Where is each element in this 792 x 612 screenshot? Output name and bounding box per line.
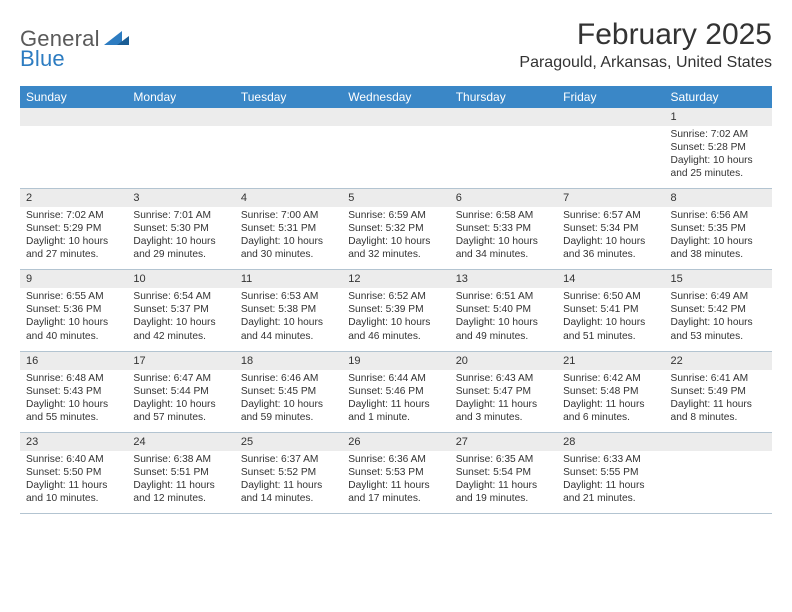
day-detail-cell: Sunrise: 6:46 AMSunset: 5:45 PMDaylight:… (235, 370, 342, 433)
weekday-header: Thursday (450, 86, 557, 108)
day-detail-cell: Sunrise: 6:50 AMSunset: 5:41 PMDaylight:… (557, 288, 664, 351)
calendar-body: 1Sunrise: 7:02 AMSunset: 5:28 PMDaylight… (20, 108, 772, 513)
day-detail-cell: Sunrise: 6:52 AMSunset: 5:39 PMDaylight:… (342, 288, 449, 351)
day-detail-cell (450, 126, 557, 189)
day-number-cell: 2 (20, 189, 127, 208)
day-number-cell (127, 108, 234, 126)
day-detail-cell: Sunrise: 7:00 AMSunset: 5:31 PMDaylight:… (235, 207, 342, 270)
day-number-cell: 17 (127, 351, 234, 370)
day-number-cell: 16 (20, 351, 127, 370)
weekday-header: Tuesday (235, 86, 342, 108)
day-detail-cell: Sunrise: 6:35 AMSunset: 5:54 PMDaylight:… (450, 451, 557, 514)
day-number-cell: 10 (127, 270, 234, 289)
day-number-cell: 20 (450, 351, 557, 370)
day-number-cell: 8 (665, 189, 772, 208)
detail-row: Sunrise: 6:48 AMSunset: 5:43 PMDaylight:… (20, 370, 772, 433)
day-detail-cell (342, 126, 449, 189)
day-detail-cell: Sunrise: 6:58 AMSunset: 5:33 PMDaylight:… (450, 207, 557, 270)
day-detail-cell: Sunrise: 7:02 AMSunset: 5:29 PMDaylight:… (20, 207, 127, 270)
brand-mark-icon (104, 27, 130, 52)
day-detail-cell: Sunrise: 7:01 AMSunset: 5:30 PMDaylight:… (127, 207, 234, 270)
day-number-cell: 11 (235, 270, 342, 289)
day-number-cell: 6 (450, 189, 557, 208)
day-detail-cell: Sunrise: 6:38 AMSunset: 5:51 PMDaylight:… (127, 451, 234, 514)
day-detail-cell: Sunrise: 6:59 AMSunset: 5:32 PMDaylight:… (342, 207, 449, 270)
day-detail-cell: Sunrise: 6:55 AMSunset: 5:36 PMDaylight:… (20, 288, 127, 351)
month-title: February 2025 (519, 18, 772, 52)
day-number-cell: 14 (557, 270, 664, 289)
day-number-cell: 9 (20, 270, 127, 289)
day-detail-cell (127, 126, 234, 189)
day-number-cell: 19 (342, 351, 449, 370)
daynum-row: 1 (20, 108, 772, 126)
day-number-cell: 7 (557, 189, 664, 208)
title-block: February 2025 Paragould, Arkansas, Unite… (519, 18, 772, 72)
location-subtitle: Paragould, Arkansas, United States (519, 54, 772, 72)
day-number-cell (450, 108, 557, 126)
day-number-cell: 5 (342, 189, 449, 208)
day-number-cell: 28 (557, 432, 664, 451)
day-detail-cell: Sunrise: 6:36 AMSunset: 5:53 PMDaylight:… (342, 451, 449, 514)
weekday-header: Sunday (20, 86, 127, 108)
day-detail-cell (557, 126, 664, 189)
day-number-cell: 12 (342, 270, 449, 289)
day-detail-cell: Sunrise: 6:49 AMSunset: 5:42 PMDaylight:… (665, 288, 772, 351)
day-detail-cell: Sunrise: 6:42 AMSunset: 5:48 PMDaylight:… (557, 370, 664, 433)
day-number-cell (665, 432, 772, 451)
day-detail-cell: Sunrise: 7:02 AMSunset: 5:28 PMDaylight:… (665, 126, 772, 189)
day-number-cell: 24 (127, 432, 234, 451)
day-number-cell: 26 (342, 432, 449, 451)
brand-text-blue-wrap: Blue (20, 46, 65, 72)
day-detail-cell: Sunrise: 6:33 AMSunset: 5:55 PMDaylight:… (557, 451, 664, 514)
day-number-cell: 1 (665, 108, 772, 126)
day-detail-cell: Sunrise: 6:44 AMSunset: 5:46 PMDaylight:… (342, 370, 449, 433)
daynum-row: 16171819202122 (20, 351, 772, 370)
day-number-cell (20, 108, 127, 126)
brand-text-blue: Blue (20, 46, 65, 71)
weekday-header: Saturday (665, 86, 772, 108)
weekday-header: Monday (127, 86, 234, 108)
day-number-cell: 27 (450, 432, 557, 451)
day-number-cell: 18 (235, 351, 342, 370)
detail-row: Sunrise: 6:55 AMSunset: 5:36 PMDaylight:… (20, 288, 772, 351)
detail-row: Sunrise: 7:02 AMSunset: 5:28 PMDaylight:… (20, 126, 772, 189)
detail-row: Sunrise: 7:02 AMSunset: 5:29 PMDaylight:… (20, 207, 772, 270)
day-number-cell: 13 (450, 270, 557, 289)
day-detail-cell: Sunrise: 6:37 AMSunset: 5:52 PMDaylight:… (235, 451, 342, 514)
day-number-cell: 25 (235, 432, 342, 451)
calendar-table: Sunday Monday Tuesday Wednesday Thursday… (20, 86, 772, 514)
day-number-cell: 4 (235, 189, 342, 208)
day-detail-cell: Sunrise: 6:53 AMSunset: 5:38 PMDaylight:… (235, 288, 342, 351)
day-detail-cell: Sunrise: 6:54 AMSunset: 5:37 PMDaylight:… (127, 288, 234, 351)
day-number-cell: 15 (665, 270, 772, 289)
day-detail-cell: Sunrise: 6:51 AMSunset: 5:40 PMDaylight:… (450, 288, 557, 351)
day-number-cell: 3 (127, 189, 234, 208)
daynum-row: 2345678 (20, 189, 772, 208)
day-detail-cell: Sunrise: 6:57 AMSunset: 5:34 PMDaylight:… (557, 207, 664, 270)
day-number-cell: 21 (557, 351, 664, 370)
weekday-header: Friday (557, 86, 664, 108)
day-number-cell: 22 (665, 351, 772, 370)
weekday-header-row: Sunday Monday Tuesday Wednesday Thursday… (20, 86, 772, 108)
day-number-cell (557, 108, 664, 126)
day-detail-cell: Sunrise: 6:40 AMSunset: 5:50 PMDaylight:… (20, 451, 127, 514)
day-detail-cell (20, 126, 127, 189)
day-detail-cell: Sunrise: 6:43 AMSunset: 5:47 PMDaylight:… (450, 370, 557, 433)
day-detail-cell (235, 126, 342, 189)
day-detail-cell: Sunrise: 6:47 AMSunset: 5:44 PMDaylight:… (127, 370, 234, 433)
day-detail-cell: Sunrise: 6:56 AMSunset: 5:35 PMDaylight:… (665, 207, 772, 270)
day-number-cell (342, 108, 449, 126)
day-detail-cell: Sunrise: 6:48 AMSunset: 5:43 PMDaylight:… (20, 370, 127, 433)
day-detail-cell: Sunrise: 6:41 AMSunset: 5:49 PMDaylight:… (665, 370, 772, 433)
day-number-cell (235, 108, 342, 126)
detail-row: Sunrise: 6:40 AMSunset: 5:50 PMDaylight:… (20, 451, 772, 514)
day-detail-cell (665, 451, 772, 514)
daynum-row: 9101112131415 (20, 270, 772, 289)
page-header: General February 2025 Paragould, Arkansa… (20, 18, 772, 72)
weekday-header: Wednesday (342, 86, 449, 108)
daynum-row: 232425262728 (20, 432, 772, 451)
day-number-cell: 23 (20, 432, 127, 451)
